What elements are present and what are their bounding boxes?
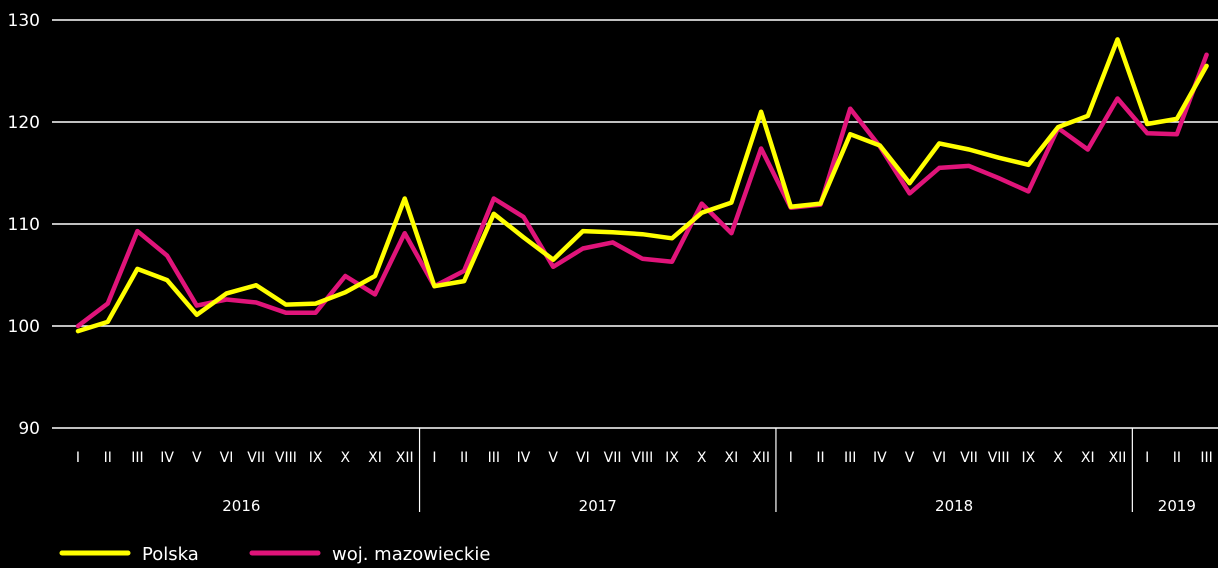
- x-tick-label: II: [104, 450, 112, 466]
- x-tick-label: I: [789, 450, 793, 466]
- x-tick-label: I: [432, 450, 436, 466]
- x-tick-label: III: [1200, 450, 1212, 466]
- x-tick-label: VIII: [988, 450, 1010, 466]
- x-tick-label: IX: [1022, 450, 1036, 466]
- x-tick-label: V: [548, 450, 558, 466]
- y-tick-label: 100: [8, 317, 40, 337]
- x-tick-label: XI: [368, 450, 382, 466]
- series-lines: [75, 37, 1209, 334]
- x-tick-label: VIII: [275, 450, 297, 466]
- x-tick-label: XI: [1081, 450, 1095, 466]
- legend-mazowieckie-label: woj. mazowieckie: [332, 544, 490, 564]
- year-label: 2017: [579, 497, 617, 515]
- x-tick-label: VII: [960, 450, 978, 466]
- x-tick-label: XII: [1109, 450, 1127, 466]
- x-axis: I II III IV V VI VII VIII IX X XI XII I II III IV V VI VII…: [76, 428, 1213, 515]
- year-label: 2016: [222, 497, 260, 515]
- x-tick-label: X: [697, 450, 707, 466]
- x-tick-label: VII: [247, 450, 265, 466]
- gridlines: [52, 19, 1218, 429]
- x-tick-label: II: [1173, 450, 1181, 466]
- series-line-polska: [75, 37, 1209, 334]
- legend: Polska woj. mazowieckie: [59, 544, 490, 565]
- x-tick-label: I: [76, 450, 80, 466]
- y-axis-ticks: 90 100 110 120 130: [8, 11, 40, 439]
- year-label: 2019: [1158, 497, 1196, 515]
- x-tick-label: III: [131, 450, 143, 466]
- x-tick-label: X: [1053, 450, 1063, 466]
- y-tick-label: 110: [8, 215, 40, 235]
- y-tick-label: 90: [18, 419, 40, 439]
- y-tick-label: 130: [8, 11, 40, 31]
- x-tick-label: XII: [752, 450, 770, 466]
- x-tick-label: IV: [873, 450, 887, 466]
- x-tick-label: IX: [309, 450, 323, 466]
- x-tick-label: XI: [725, 450, 739, 466]
- year-label: 2018: [935, 497, 973, 515]
- x-tick-label: VII: [604, 450, 622, 466]
- x-tick-label: X: [341, 450, 351, 466]
- x-tick-label: VI: [932, 450, 946, 466]
- x-tick-label: III: [844, 450, 856, 466]
- x-tick-label: VI: [576, 450, 590, 466]
- x-tick-label: IV: [160, 450, 174, 466]
- x-tick-label: IV: [517, 450, 531, 466]
- x-tick-label: VI: [220, 450, 234, 466]
- x-tick-label: IX: [665, 450, 679, 466]
- series-line-mazowieckie: [75, 52, 1209, 329]
- legend-polska-label: Polska: [142, 544, 199, 564]
- x-tick-label: VIII: [631, 450, 653, 466]
- x-tick-label: V: [192, 450, 202, 466]
- x-tick-label: II: [816, 450, 824, 466]
- x-tick-label: III: [488, 450, 500, 466]
- y-tick-label: 120: [8, 113, 40, 133]
- x-tick-label: V: [905, 450, 915, 466]
- x-tick-label: II: [460, 450, 468, 466]
- x-tick-label: I: [1145, 450, 1149, 466]
- x-tick-label: XII: [396, 450, 414, 466]
